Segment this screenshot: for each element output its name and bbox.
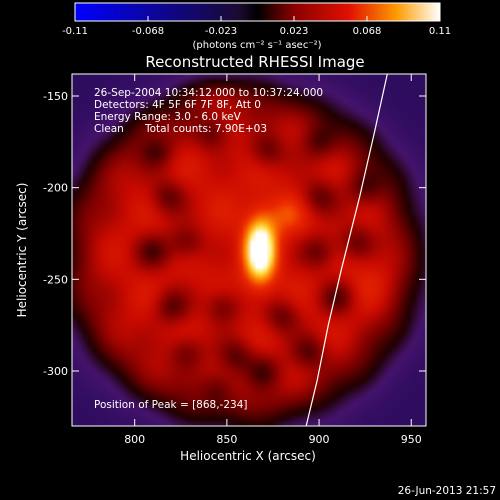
annotation-method: Clean xyxy=(94,123,124,135)
footer-date: 26-Jun-2013 21:57 xyxy=(398,485,496,497)
colorbar-tick-label: 0.023 xyxy=(280,26,309,37)
colorbar: -0.11 -0.068 -0.023 0.023 0.068 0.11 (photons… xyxy=(62,2,451,51)
colorbar-tick-label: -0.068 xyxy=(132,26,164,37)
y-axis-ticks: -150 -200 -250 -300 xyxy=(43,90,426,378)
colorbar-tick-label: 0.068 xyxy=(353,26,382,37)
x-tick-label: 800 xyxy=(124,433,145,446)
colorbar-unit-label: (photons cm⁻² s⁻¹ asec⁻²) xyxy=(192,40,321,51)
x-tick-label: 900 xyxy=(309,433,330,446)
colorbar-gradient xyxy=(74,2,441,22)
colorbar-tick-label: -0.11 xyxy=(62,26,88,37)
x-axis-label: Heliocentric X (arcsec) xyxy=(180,449,316,463)
x-tick-label: 850 xyxy=(216,433,237,446)
y-tick-label: -250 xyxy=(43,273,68,286)
annotation-counts: Total counts: 7.90E+03 xyxy=(144,123,267,135)
chart-title: Reconstructed RHESSI Image xyxy=(145,53,364,71)
plot-frame xyxy=(71,73,427,427)
annotation-time-range: 26-Sep-2004 10:34:12.000 to 10:37:24.000 xyxy=(94,87,323,99)
y-axis-label: Heliocentric Y (arcsec) xyxy=(15,183,29,318)
annotation-peak: Position of Peak = [868,-234] xyxy=(94,399,248,411)
heatmap-image xyxy=(72,74,426,426)
colorbar-tick-label: 0.11 xyxy=(429,26,451,37)
solar-limb-curve xyxy=(305,74,388,426)
y-tick-label: -150 xyxy=(43,90,68,103)
annotation-energy: Energy Range: 3.0 - 6.0 keV xyxy=(94,111,242,123)
colorbar-ticks: -0.11 -0.068 -0.023 0.023 0.068 0.11 xyxy=(62,16,451,37)
y-tick-label: -300 xyxy=(43,365,68,378)
x-axis-ticks: 800 850 900 950 xyxy=(124,74,422,446)
y-tick-label: -200 xyxy=(43,182,68,195)
plot-area: 800 850 900 950 -150 -200 -250 -300 26-Sep-200… xyxy=(43,73,427,446)
colorbar-tick-label: -0.023 xyxy=(205,26,237,37)
x-tick-label: 950 xyxy=(401,433,422,446)
annotation-detectors: Detectors: 4F 5F 6F 7F 8F, Att 0 xyxy=(94,99,261,111)
